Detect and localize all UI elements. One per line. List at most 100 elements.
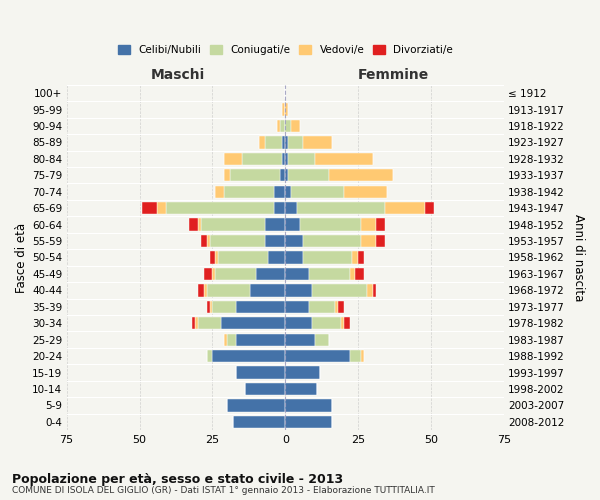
Bar (230, 169, 280, 181)
Bar (209, 300, 212, 313)
Bar (350, 268, 355, 280)
Bar (280, 120, 286, 132)
Bar (198, 218, 201, 231)
Bar (286, 350, 350, 362)
Text: Femmine: Femmine (358, 68, 429, 82)
Bar (203, 284, 206, 296)
Bar (367, 284, 373, 296)
Bar (303, 252, 352, 264)
Bar (227, 400, 286, 411)
Bar (268, 252, 286, 264)
Bar (259, 136, 265, 148)
Bar (198, 317, 221, 330)
Bar (373, 284, 376, 296)
Bar (265, 218, 286, 231)
Bar (203, 268, 212, 280)
Bar (209, 235, 265, 247)
Text: Maschi: Maschi (151, 68, 205, 82)
Bar (286, 186, 291, 198)
Bar (236, 334, 286, 346)
Bar (215, 186, 224, 198)
Bar (283, 136, 286, 148)
Bar (265, 136, 283, 148)
Bar (361, 350, 364, 362)
Bar (198, 284, 203, 296)
Bar (376, 235, 385, 247)
Bar (308, 268, 350, 280)
Bar (218, 252, 268, 264)
Text: Popolazione per età, sesso e stato civile - 2013: Popolazione per età, sesso e stato civil… (12, 472, 343, 486)
Bar (274, 186, 286, 198)
Bar (286, 202, 297, 214)
Bar (286, 235, 303, 247)
Bar (206, 235, 209, 247)
Bar (291, 120, 300, 132)
Bar (236, 366, 286, 379)
Bar (286, 334, 314, 346)
Bar (376, 218, 385, 231)
Y-axis label: Fasce di età: Fasce di età (15, 222, 28, 292)
Bar (142, 202, 157, 214)
Bar (236, 300, 286, 313)
Bar (303, 235, 361, 247)
Bar (283, 152, 286, 165)
Bar (224, 334, 227, 346)
Bar (329, 169, 393, 181)
Bar (274, 202, 286, 214)
Bar (206, 350, 212, 362)
Bar (335, 300, 338, 313)
Bar (242, 152, 283, 165)
Bar (355, 268, 364, 280)
Bar (245, 383, 286, 395)
Bar (166, 202, 274, 214)
Bar (286, 366, 320, 379)
Bar (250, 284, 286, 296)
Bar (291, 186, 344, 198)
Bar (308, 300, 335, 313)
Bar (344, 186, 388, 198)
Bar (286, 383, 317, 395)
Bar (314, 152, 373, 165)
Bar (286, 400, 332, 411)
Bar (286, 120, 291, 132)
Bar (361, 218, 376, 231)
Bar (286, 136, 288, 148)
Bar (352, 252, 358, 264)
Bar (311, 284, 367, 296)
Bar (224, 169, 230, 181)
Bar (297, 202, 385, 214)
Bar (358, 252, 364, 264)
Bar (201, 218, 265, 231)
Bar (286, 300, 308, 313)
Bar (288, 169, 329, 181)
Bar (201, 235, 206, 247)
Bar (350, 350, 361, 362)
Bar (385, 202, 425, 214)
Bar (265, 235, 286, 247)
Bar (206, 284, 250, 296)
Bar (425, 202, 434, 214)
Bar (303, 136, 332, 148)
Bar (286, 104, 288, 116)
Bar (288, 152, 314, 165)
Bar (344, 317, 350, 330)
Bar (212, 268, 215, 280)
Bar (286, 152, 288, 165)
Bar (189, 218, 198, 231)
Bar (280, 169, 286, 181)
Bar (256, 268, 286, 280)
Bar (286, 252, 303, 264)
Bar (224, 186, 274, 198)
Bar (212, 300, 236, 313)
Bar (286, 268, 308, 280)
Bar (277, 120, 280, 132)
Bar (233, 416, 286, 428)
Bar (209, 252, 215, 264)
Bar (195, 317, 198, 330)
Bar (192, 317, 195, 330)
Bar (206, 300, 209, 313)
Bar (286, 169, 288, 181)
Y-axis label: Anni di nascita: Anni di nascita (572, 214, 585, 301)
Bar (338, 300, 344, 313)
Bar (361, 235, 376, 247)
